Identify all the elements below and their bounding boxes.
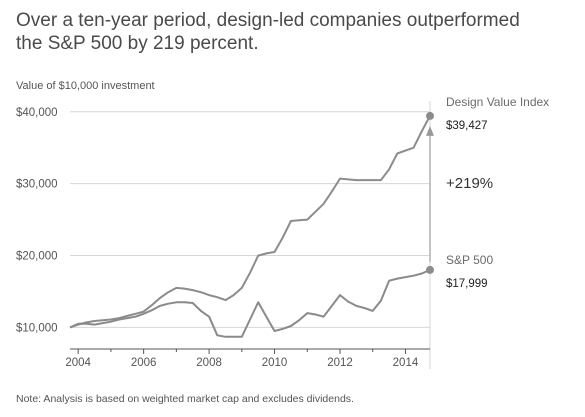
chart-title-line-2: the S&P 500 by 219 percent. <box>16 33 259 54</box>
x-tick-label: 2010 <box>262 357 288 369</box>
y-tick-label: $20,000 <box>16 251 58 263</box>
chart-title: Over a ten-year period, design-led compa… <box>16 9 576 55</box>
series-value-label: $39,427 <box>446 120 488 132</box>
difference-label: +219% <box>446 175 493 192</box>
x-tick-label: 2008 <box>196 357 222 369</box>
y-tick-label: $30,000 <box>16 179 58 191</box>
chart-note: Note: Analysis is based on weighted mark… <box>16 393 354 405</box>
x-tick-label: 2004 <box>65 357 91 369</box>
y-tick-label: $40,000 <box>16 107 58 119</box>
series-layer: Design Value Index $39,427 S&P 500 $17,999 <box>69 95 549 338</box>
series-name-label: S&P 500 <box>446 253 493 267</box>
grid-layer <box>70 101 431 369</box>
series-end-marker <box>426 265 434 274</box>
x-tick-label: 2006 <box>131 357 157 369</box>
series-line-sp500 <box>69 268 431 338</box>
series-line-design-value-index <box>69 115 431 329</box>
chart-subtitle: Value of $10,000 investment <box>16 80 155 92</box>
y-tick-label: $10,000 <box>16 322 58 334</box>
chart-title-line-1: Over a ten-year period, design-led compa… <box>16 10 520 31</box>
series-name-label: Design Value Index <box>446 95 549 109</box>
x-tick-label: 2012 <box>327 357 353 369</box>
axis-layer: $10,000 $20,000 $30,000 $40,000 2004 2006 2008… <box>16 107 430 369</box>
series-value-label: $17,999 <box>446 278 488 290</box>
x-tick-label: 2014 <box>393 357 419 369</box>
series-end-marker <box>426 111 434 120</box>
annotation-layer: +219% <box>426 125 493 262</box>
difference-arrow-head <box>426 125 434 136</box>
